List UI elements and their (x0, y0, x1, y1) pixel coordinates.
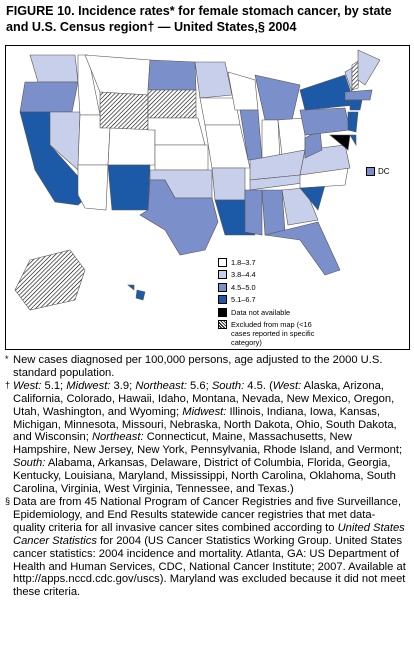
legend-item: Data not available (218, 307, 328, 317)
footnote-text: 4.5. ( (244, 379, 273, 392)
legend-item: 3.8–4.4 (218, 270, 328, 280)
dc-text: DC (378, 167, 390, 176)
footnote-text: Midwest: (66, 379, 111, 392)
footnote-text: Midwest: (182, 405, 227, 418)
footnote-text: United States Cancer Statistics (13, 521, 405, 547)
states (14, 49, 381, 311)
legend-label: 4.5–5.0 (231, 282, 256, 292)
legend-item: 5.1–6.7 (218, 295, 328, 305)
legend-swatch (218, 258, 227, 267)
footnote-text: Northeast: (135, 379, 187, 392)
footnote-text: South: (211, 379, 245, 392)
footnotes: * New cases diagnosed per 100,000 persons… (5, 354, 407, 599)
legend-item: Excluded from map (<16 cases reported in… (218, 319, 328, 347)
legend-label: 3.8–4.4 (231, 270, 256, 280)
footnote-text: West: (13, 379, 42, 392)
legend-label: Data not available (231, 307, 291, 317)
legend-item: 4.5–5.0 (218, 282, 328, 292)
legend-swatch (218, 282, 227, 292)
legend: 1.8–3.7 3.8–4.4 4.5–5.0 5.1–6.7 Data not ava… (218, 258, 328, 350)
footnote-marker: § (5, 495, 11, 506)
footnote-text: for 2004 (US Cancer Statistics Working G… (13, 534, 406, 599)
footnote-text: New cases diagnosed per 100,000 persons,… (13, 354, 383, 379)
legend-swatch (218, 319, 227, 329)
footnote-marker: † (5, 379, 11, 390)
legend-swatch (218, 307, 227, 317)
dc-swatch (366, 167, 375, 176)
footnote-text: Alaska, Arizona, California, Colorado, H… (13, 379, 395, 418)
footnote: † West: 5.1; Midwest: 3.9; Northeast: 5.6… (5, 380, 407, 496)
footnote-text: West: (272, 379, 302, 392)
legend-label: 5.1–6.7 (231, 295, 256, 305)
footnote-text: Data are from 45 National Program of Can… (13, 495, 402, 534)
legend-label: 1.8–3.7 (231, 258, 256, 267)
footnote-text: 5.1; (41, 379, 67, 392)
legend-item: 1.8–3.7 (218, 258, 328, 267)
footnote: § Data are from 45 National Program of Ca… (5, 496, 407, 599)
dc-label: DC (366, 167, 390, 176)
legend-label: Excluded from map (<16 cases reported in… (231, 319, 315, 347)
footnote-text: Alabama, Arkansas, Delaware, District of… (13, 457, 396, 496)
footnote-text: Northeast: (91, 431, 144, 444)
footnote-marker: * (5, 354, 9, 364)
footnote-text: South: (13, 457, 46, 470)
legend-swatch (218, 270, 227, 280)
footnote-text: 3.9; (110, 379, 136, 392)
map (5, 45, 410, 350)
footnote: * New cases diagnosed per 100,000 persons… (5, 354, 407, 380)
footnote-text: Illinois, Indiana, Iowa, Kansas, Michiga… (13, 405, 397, 444)
legend-swatch (218, 295, 227, 305)
footnote-text: 5.6; (186, 379, 212, 392)
footnote-text: Connecticut, Maine, Massachusetts, New H… (13, 431, 403, 457)
figure-title: FIGURE 10. Incidence rates* for female s… (6, 4, 392, 34)
